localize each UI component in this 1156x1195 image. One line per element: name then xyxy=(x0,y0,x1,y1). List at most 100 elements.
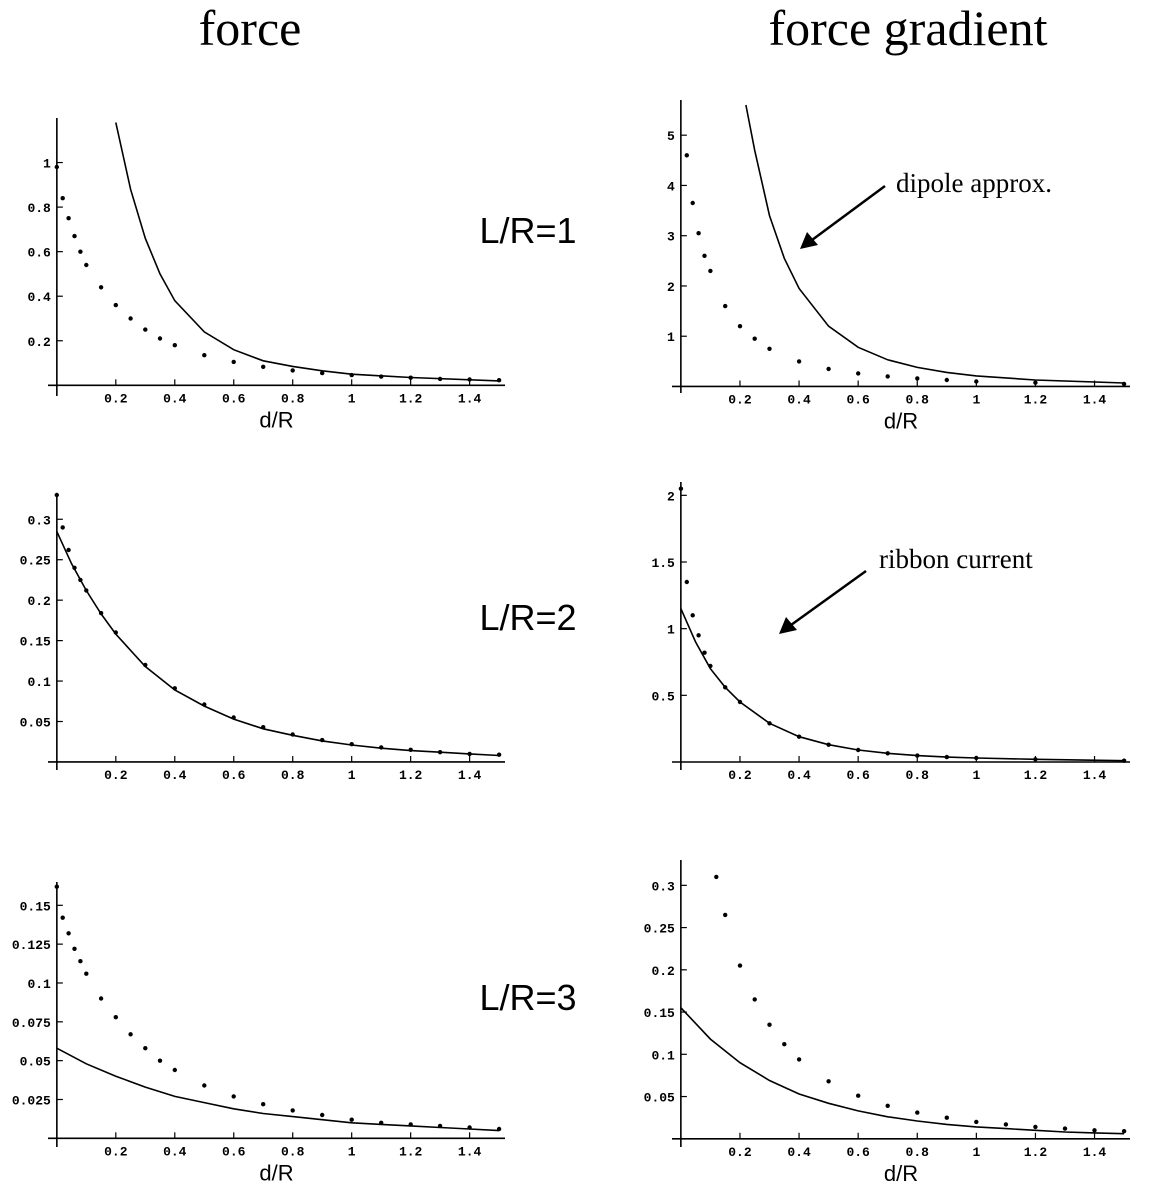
data-point xyxy=(232,1094,236,1098)
data-point xyxy=(173,1068,177,1072)
data-point xyxy=(782,1042,786,1046)
series-points-ribbon xyxy=(55,493,502,757)
data-point xyxy=(696,633,700,637)
y-tick-label: 0.8 xyxy=(27,201,51,216)
series-line-dipole xyxy=(681,1008,1124,1134)
x-tick-label: 0.8 xyxy=(281,391,305,406)
data-point xyxy=(55,165,59,169)
data-point xyxy=(66,216,70,220)
y-tick-label: 0.1 xyxy=(27,977,51,992)
y-tick-label: 1.5 xyxy=(651,556,675,571)
data-point xyxy=(886,751,890,755)
data-point xyxy=(72,947,76,951)
data-point xyxy=(350,373,354,377)
x-tick-label: 1.4 xyxy=(1083,1145,1107,1160)
data-point xyxy=(945,755,949,759)
x-axis-title: d/R xyxy=(884,1161,918,1186)
data-point xyxy=(409,748,413,752)
data-point xyxy=(320,738,324,742)
y-tick-label: 0.2 xyxy=(27,594,51,609)
x-tick-label: 1 xyxy=(348,1144,356,1159)
data-point xyxy=(708,269,712,273)
column-title-force: force xyxy=(199,0,302,56)
y-tick-label: 1 xyxy=(43,157,51,172)
series-line-dipole xyxy=(57,531,499,755)
data-point xyxy=(99,285,103,289)
data-point xyxy=(379,1121,383,1125)
x-axis-title: d/R xyxy=(884,408,918,433)
y-tick-label: 0.15 xyxy=(20,635,51,650)
data-point xyxy=(379,745,383,749)
y-tick-label: 0.1 xyxy=(651,1048,675,1063)
data-point xyxy=(320,1113,324,1117)
x-tick-label: 1.2 xyxy=(399,391,423,406)
annotation-ribbon-label: ribbon current xyxy=(879,544,1033,574)
x-tick-label: 0.8 xyxy=(281,768,305,783)
y-tick-label: 0.5 xyxy=(651,689,675,704)
data-point xyxy=(826,1079,830,1083)
plot-gradient-lr3: 0.2 0.4 0.6 0.8 1 1.2 1.4 0.05 0.1 0.15 0.2 0.25 0.3… xyxy=(644,860,1130,1186)
x-tick-label: 0.6 xyxy=(222,1144,246,1159)
data-point xyxy=(66,931,70,935)
data-point xyxy=(173,343,177,347)
row-label-lr2: L/R=2 xyxy=(479,597,576,638)
plots-container: 0.2 0.4 0.6 0.8 1 1.2 1.4 0.2 0.4 0.6 0.8 1 d/R 0.2 0.… xyxy=(12,100,1130,1186)
y-tick-label: 0.1 xyxy=(27,675,51,690)
data-point xyxy=(797,1057,801,1061)
data-point xyxy=(797,735,801,739)
x-tick-label: 0.8 xyxy=(906,768,930,783)
data-point xyxy=(856,371,860,375)
x-tick-label: 0.4 xyxy=(163,391,187,406)
data-point xyxy=(945,1116,949,1120)
y-tick-label: 2 xyxy=(667,280,675,295)
y-tick-label: 0.25 xyxy=(20,554,51,569)
data-point xyxy=(685,580,689,584)
x-tick-label: 0.2 xyxy=(728,392,752,407)
x-tick-label: 0.8 xyxy=(281,1144,305,1159)
x-tick-label: 1 xyxy=(972,392,980,407)
data-point xyxy=(114,630,118,634)
x-tick-label: 0.2 xyxy=(728,1145,752,1160)
data-point xyxy=(1122,759,1126,763)
data-point xyxy=(497,753,501,757)
data-point xyxy=(915,1110,919,1114)
x-tick-label: 0.4 xyxy=(163,1144,187,1159)
data-point xyxy=(173,686,177,690)
row-label-lr3: L/R=3 xyxy=(479,977,576,1018)
data-point xyxy=(158,336,162,340)
plot-gradient-lr1: 0.2 0.4 0.6 0.8 1 1.2 1.4 1 2 3 4 5 d/R xyxy=(667,100,1130,433)
data-point xyxy=(99,996,103,1000)
data-point xyxy=(708,664,712,668)
data-point xyxy=(467,1125,471,1129)
x-tick-label: 0.4 xyxy=(787,392,811,407)
x-tick-label: 0.2 xyxy=(728,768,752,783)
x-tick-label: 0.6 xyxy=(846,392,870,407)
data-point xyxy=(1033,381,1037,385)
x-tick-label: 0.4 xyxy=(163,768,187,783)
data-point xyxy=(350,742,354,746)
data-point xyxy=(78,578,82,582)
plot-force-lr3: 0.2 0.4 0.6 0.8 1 1.2 1.40.0250.050.0750.10.12… xyxy=(12,882,505,1185)
plot-gradient-lr2: 0.2 0.4 0.6 0.8 1 1.2 1.40.511.52 xyxy=(651,482,1130,783)
x-tick-label: 1 xyxy=(348,768,356,783)
annotation-ribbon: ribbon current xyxy=(779,544,1033,634)
data-point xyxy=(723,304,727,308)
x-tick-label: 0.2 xyxy=(104,1144,128,1159)
x-axis-title: d/R xyxy=(259,1160,293,1185)
data-point xyxy=(114,303,118,307)
annotation-ribbon-arrow-head xyxy=(779,617,797,634)
y-tick-label: 0.4 xyxy=(27,290,51,305)
x-tick-label: 1.4 xyxy=(1083,768,1107,783)
y-tick-label: 5 xyxy=(667,129,675,144)
x-tick-label: 1.4 xyxy=(458,768,482,783)
x-tick-label: 1.2 xyxy=(1024,768,1048,783)
data-point xyxy=(723,685,727,689)
data-point xyxy=(438,750,442,754)
x-tick-label: 1.2 xyxy=(1024,1145,1048,1160)
data-point xyxy=(1033,757,1037,761)
data-point xyxy=(723,913,727,917)
data-point xyxy=(1063,1126,1067,1130)
data-point xyxy=(379,374,383,378)
data-point xyxy=(714,875,718,879)
